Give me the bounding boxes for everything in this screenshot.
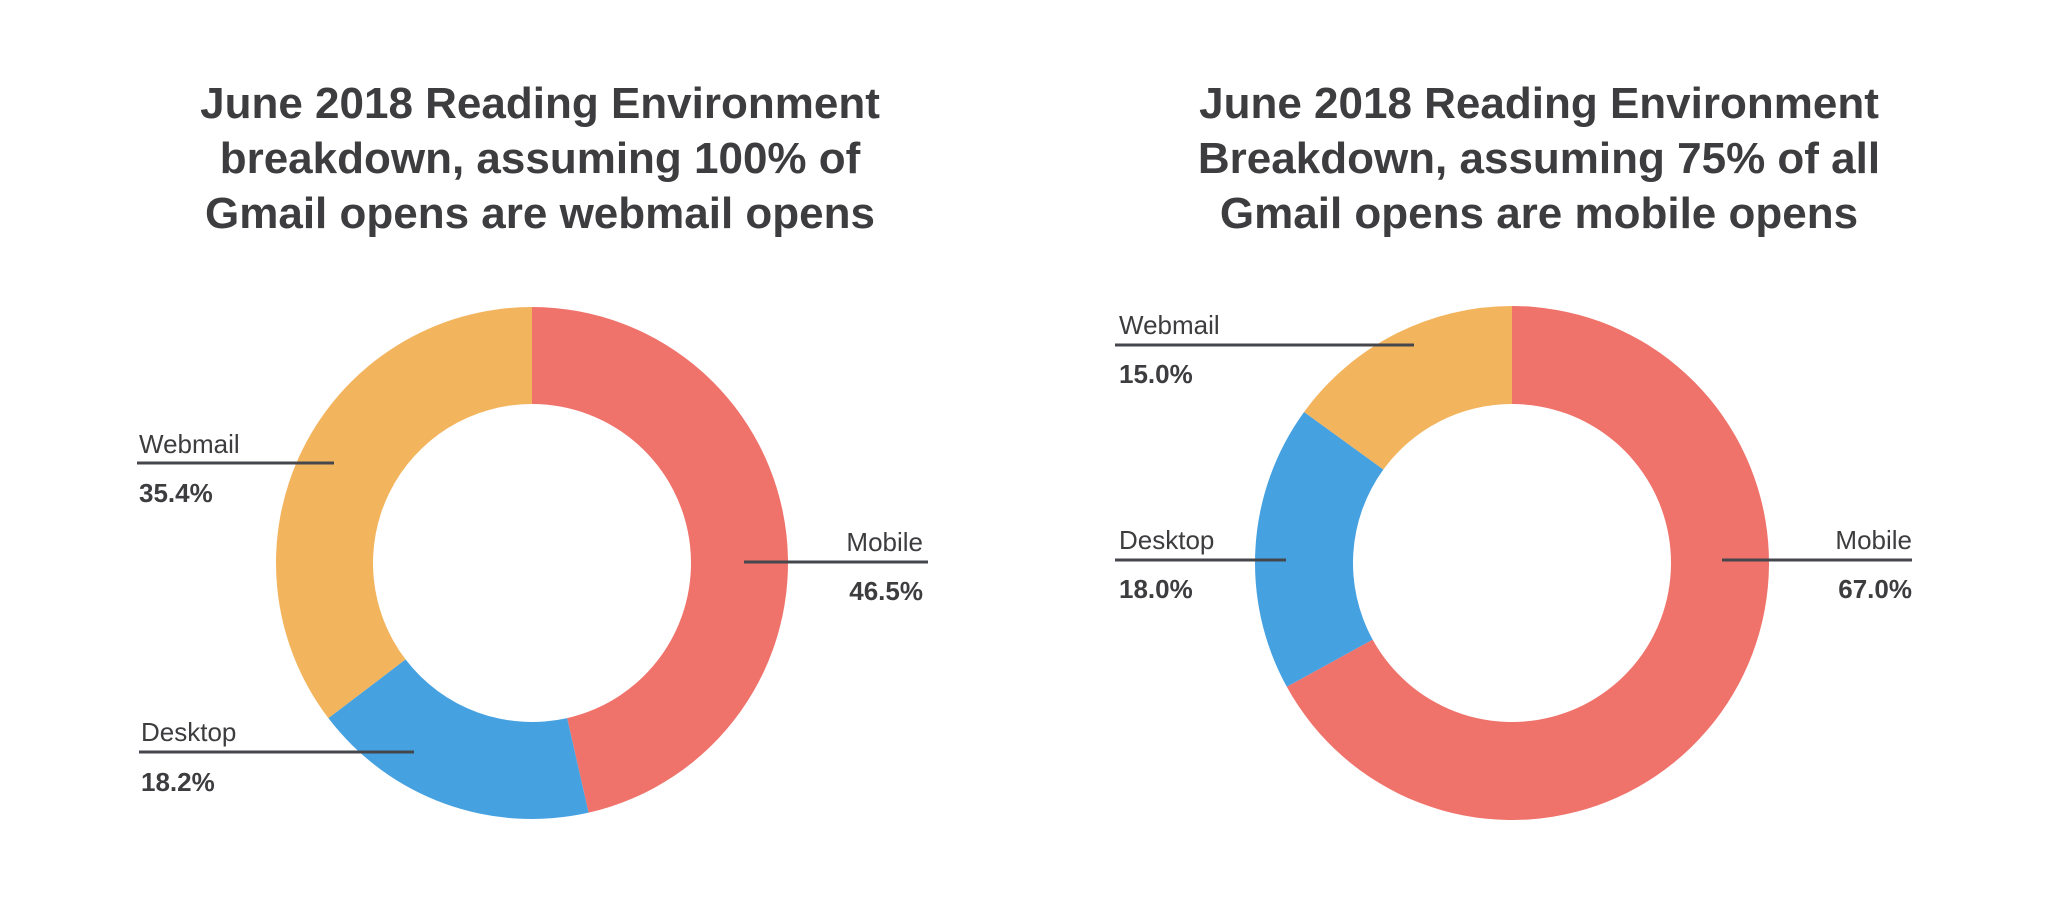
donut-slice-mobile <box>532 307 789 813</box>
category-label: Webmail <box>139 429 240 459</box>
slice-label-desktop: Desktop 18.0% <box>1115 525 1286 604</box>
chart-title-line: Gmail opens are webmail opens <box>205 189 875 238</box>
category-label: Desktop <box>1119 525 1214 555</box>
donut-slices <box>1255 306 1769 820</box>
value-label: 18.2% <box>141 767 215 797</box>
value-label: 67.0% <box>1838 574 1912 604</box>
value-label: 35.4% <box>139 478 213 508</box>
chart-title-line: Gmail opens are mobile opens <box>1219 189 1859 238</box>
donut-slice-webmail <box>1304 306 1512 470</box>
chart-title-line: June 2018 Reading Environment <box>200 79 880 128</box>
chart-title-line: Breakdown, assuming 75% of all <box>1197 134 1881 183</box>
donut-chart-right: Mobile 67.0% Desktop 18.0% Webmail 15.0% <box>1115 306 1912 820</box>
slice-label-desktop: Desktop 18.2% <box>139 717 414 797</box>
chart-panel-left: June 2018 Reading Environment breakdown,… <box>137 76 928 820</box>
slice-label-mobile: Mobile 67.0% <box>1722 525 1912 604</box>
category-label: Webmail <box>1119 310 1220 340</box>
category-label: Mobile <box>1835 525 1912 555</box>
category-label: Desktop <box>141 717 236 747</box>
chart-title-line: breakdown, assuming 100% of <box>219 134 861 183</box>
slice-label-webmail: Webmail 35.4% <box>137 429 334 508</box>
donut-chart-left: Mobile 46.5% Desktop 18.2% Webmail 35.4% <box>137 307 928 820</box>
donut-slice-desktop <box>328 659 589 820</box>
value-label: 15.0% <box>1119 359 1193 389</box>
chart-title-line: June 2018 Reading Environment <box>1199 79 1879 128</box>
slice-label-mobile: Mobile 46.5% <box>744 527 928 606</box>
chart-panel-right: June 2018 Reading Environment Breakdown,… <box>1024 0 2048 904</box>
donut-slice-desktop <box>1255 411 1384 687</box>
value-label: 46.5% <box>849 576 923 606</box>
category-label: Mobile <box>846 527 923 557</box>
donut-slice-webmail <box>276 307 532 719</box>
donut-slices <box>276 307 789 820</box>
donut-slice-mobile <box>1286 306 1769 820</box>
chart-title-left: June 2018 Reading Environment breakdown,… <box>160 76 920 241</box>
value-label: 18.0% <box>1119 574 1193 604</box>
chart-title-right: June 2018 Reading Environment Breakdown,… <box>1159 76 1919 241</box>
slice-label-webmail: Webmail 15.0% <box>1115 310 1414 389</box>
